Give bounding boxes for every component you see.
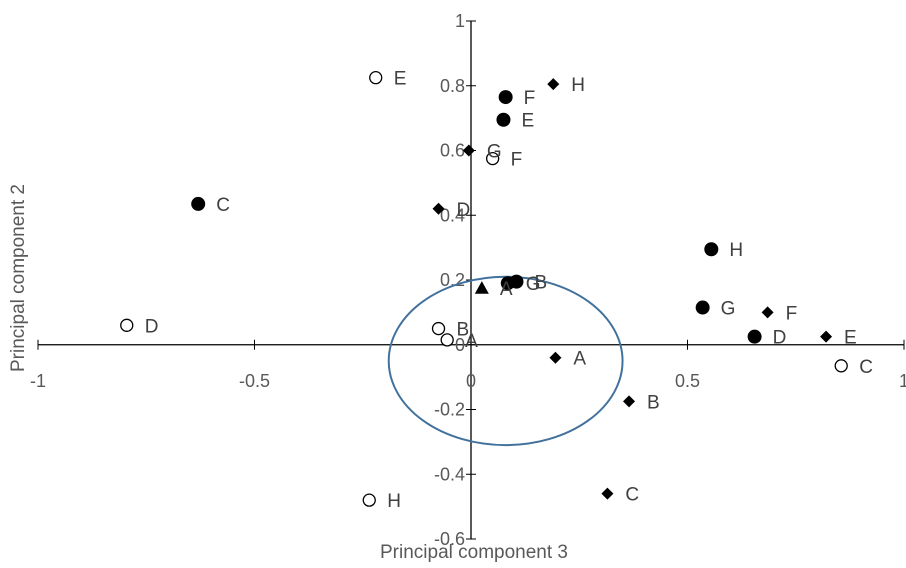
y-tick-label: -0.6 <box>434 529 465 549</box>
filled-circle-point <box>496 112 511 127</box>
diamond-point <box>462 144 475 157</box>
diamond-point <box>547 78 560 91</box>
open-circle-point <box>431 321 446 336</box>
point-label: E <box>521 111 534 132</box>
open-circle-point <box>369 71 383 85</box>
point-label: H <box>729 240 743 261</box>
highlight-ellipse-group <box>387 275 624 447</box>
open-circle-point <box>120 318 134 332</box>
diamond-point <box>549 351 562 364</box>
point-label: C <box>625 485 639 506</box>
y-tick-label: 0.6 <box>440 141 465 161</box>
y-tick-label: -0.2 <box>434 400 465 420</box>
diamond-point <box>820 330 833 343</box>
x-tick-label: -0.5 <box>239 371 270 391</box>
triangle-point <box>474 281 489 294</box>
point-label: A <box>465 331 478 352</box>
open-circle-point <box>362 493 376 507</box>
point-label: G <box>721 299 736 320</box>
x-tick-label: 1 <box>899 371 906 391</box>
axes: -1 -0.5 0 0.5 1-0.6-0.4-0.200.20.40.60.81 <box>30 11 906 549</box>
y-tick-label: 0 <box>455 335 465 355</box>
open-circle-point <box>440 333 454 347</box>
x-tick-label: 0 <box>466 371 476 391</box>
diamond-point <box>601 487 614 500</box>
point-label: H <box>571 75 585 96</box>
open-circle-point <box>834 359 848 373</box>
x-tick-label: -1 <box>30 371 46 391</box>
y-tick-label: 1 <box>455 11 465 31</box>
point-label: C <box>859 357 873 378</box>
point-label: B <box>534 273 547 294</box>
point-label: D <box>145 316 159 337</box>
filled-circle-point <box>704 242 719 257</box>
point-label: A <box>573 349 586 370</box>
filled-circle-point <box>509 274 524 289</box>
filled-circle-point <box>191 196 206 211</box>
point-label: F <box>786 303 798 324</box>
diamond-point <box>623 395 636 408</box>
point-label: B <box>457 320 470 341</box>
y-tick-label: 0.8 <box>440 76 465 96</box>
y-tick-label: 0.4 <box>440 205 465 225</box>
filled-circle-point <box>747 329 762 344</box>
point-label: G <box>487 142 502 163</box>
point-label: C <box>216 195 230 216</box>
point-label: F <box>524 88 536 109</box>
point-label: H <box>387 491 401 512</box>
point-label: E <box>844 328 857 349</box>
point-label: D <box>457 200 471 221</box>
y-axis-title: Principal component 2 <box>8 184 29 372</box>
point-label: B <box>647 392 660 413</box>
point-label: F <box>511 150 523 171</box>
point-label: D <box>773 328 787 349</box>
filled-circle-point <box>695 300 710 315</box>
y-tick-label: -0.4 <box>434 464 465 484</box>
point-label: G <box>526 274 541 295</box>
diamond-point <box>761 306 774 319</box>
x-axis-title: Principal component 3 <box>380 542 568 563</box>
data-points <box>120 71 848 507</box>
x-tick-label: 0.5 <box>675 371 700 391</box>
highlight-ellipse <box>387 275 624 447</box>
point-label: E <box>394 69 407 90</box>
open-circle-point <box>485 151 500 166</box>
point-label: A <box>500 279 513 300</box>
diamond-point <box>432 202 445 215</box>
filled-circle-point <box>498 90 513 105</box>
y-tick-label: 0.2 <box>440 270 465 290</box>
